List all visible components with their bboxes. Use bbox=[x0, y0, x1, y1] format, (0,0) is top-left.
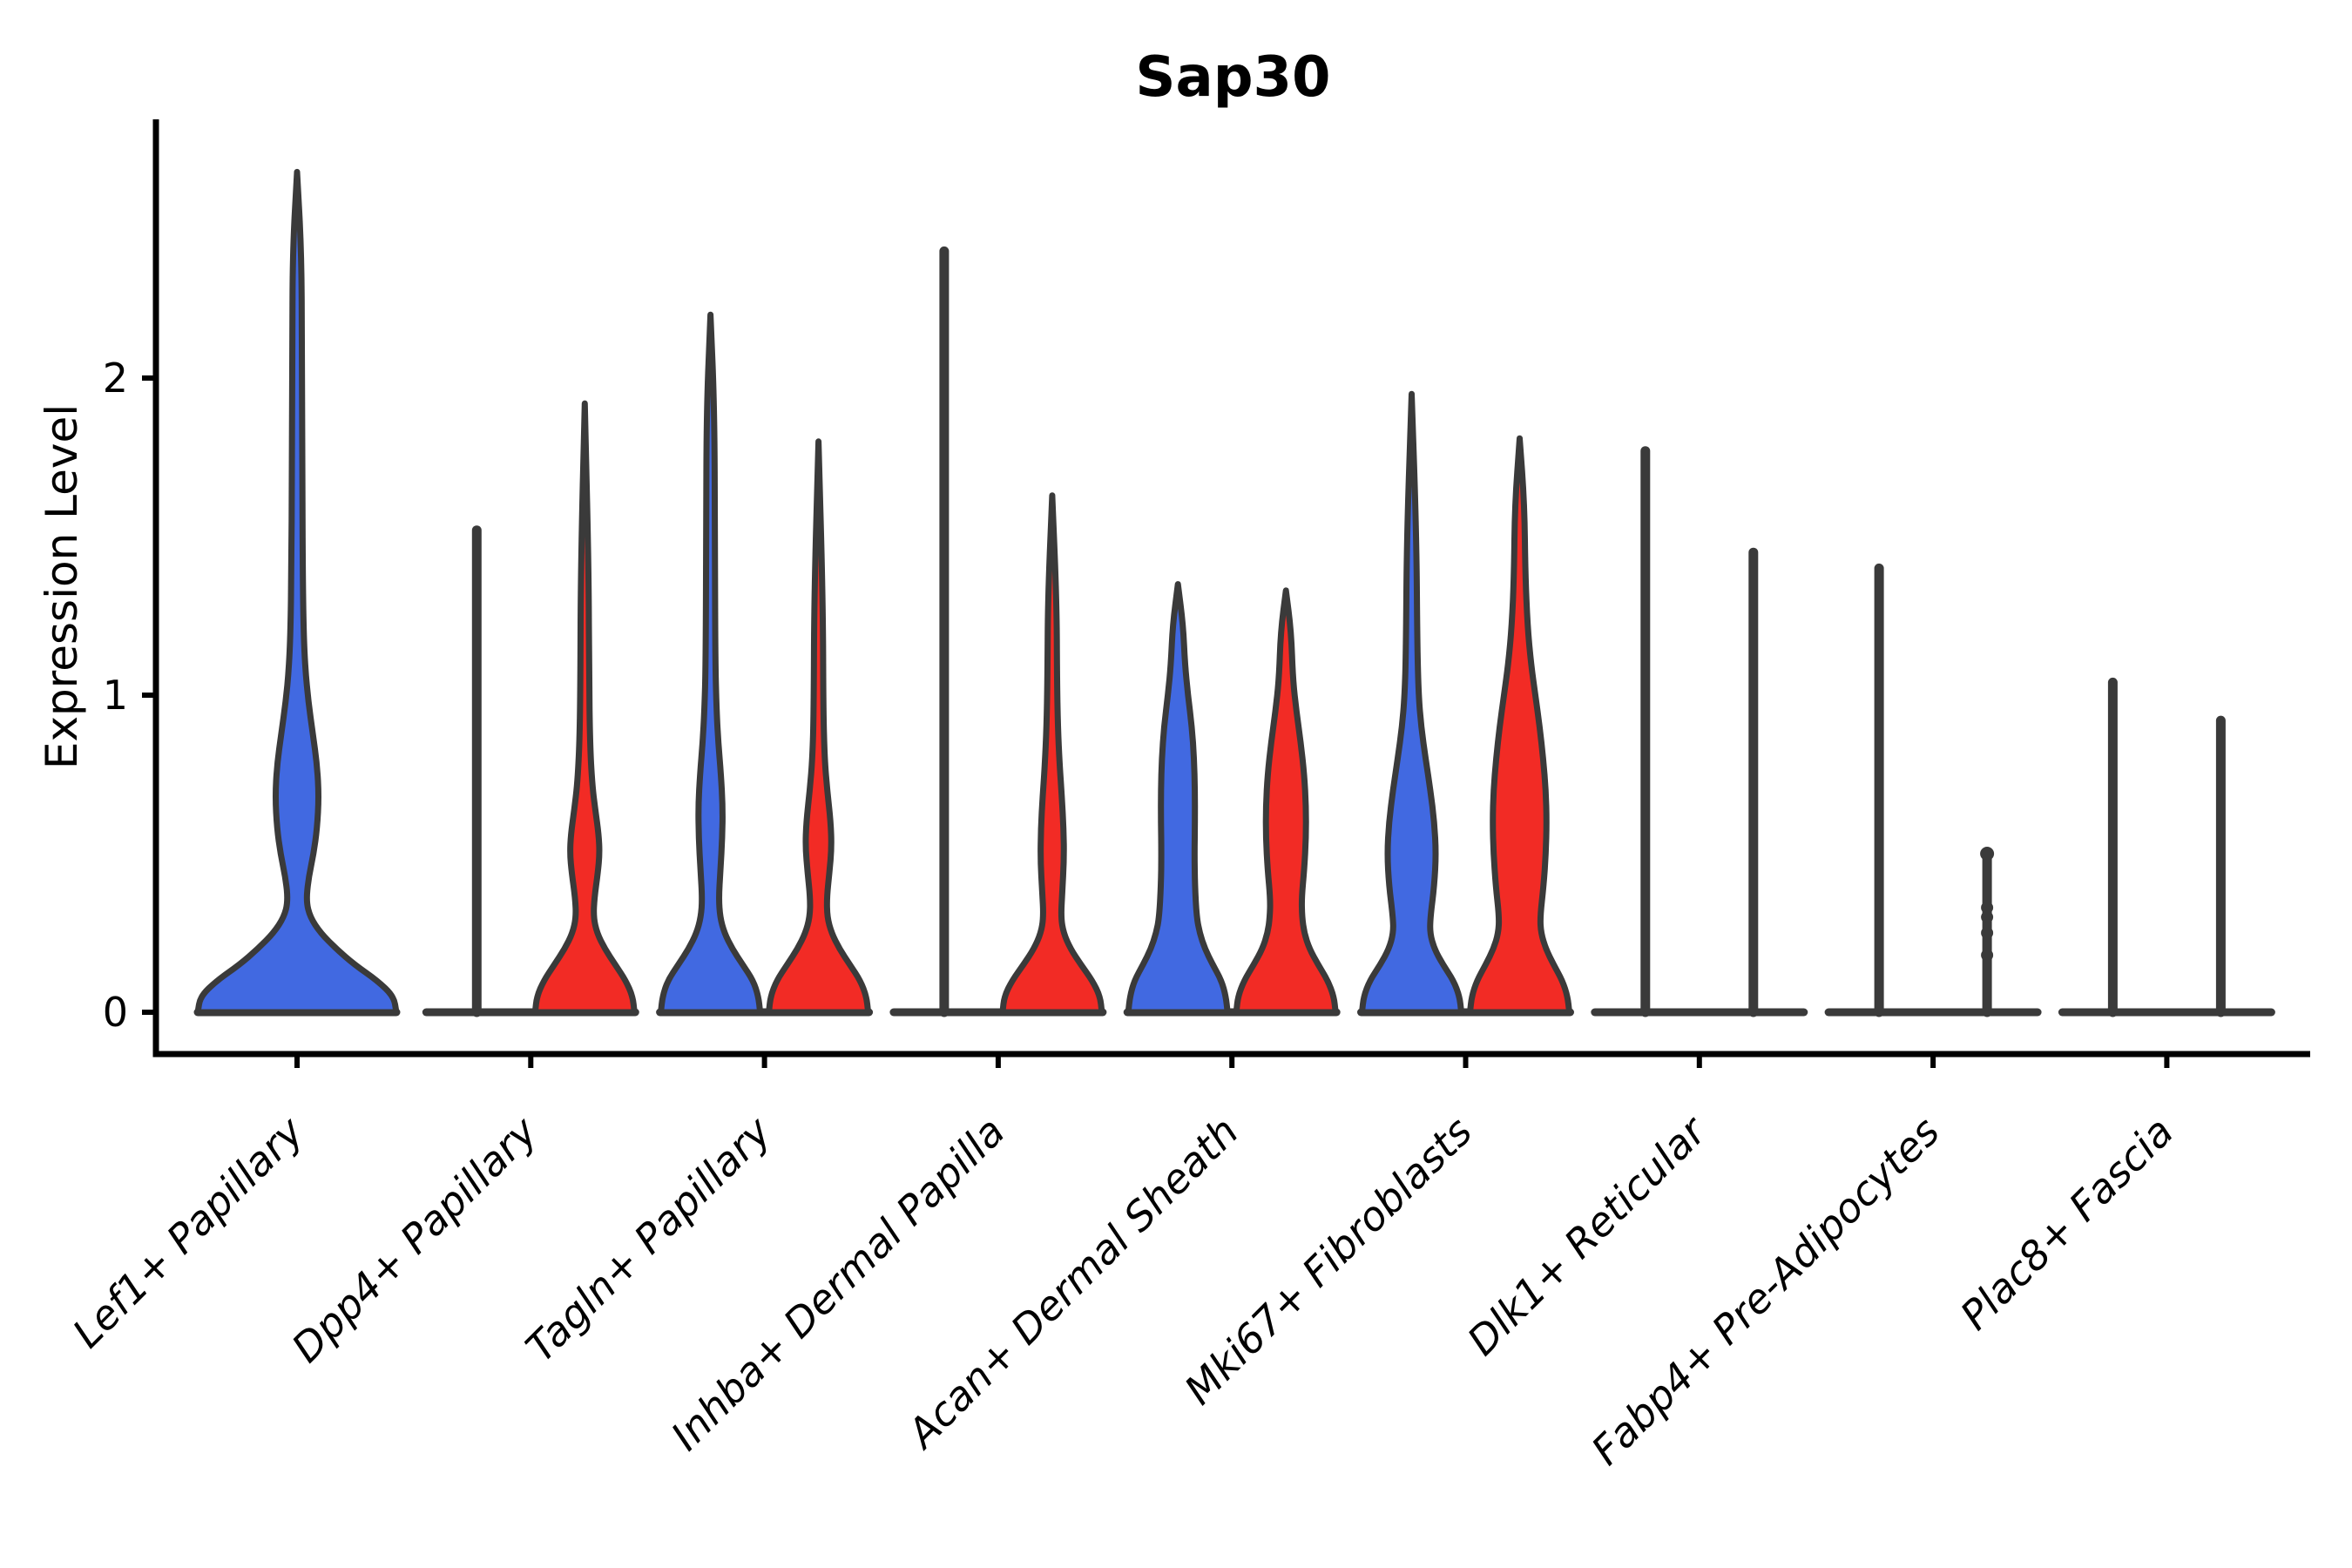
violin-body bbox=[766, 438, 872, 1016]
y-axis-label: Expression Level bbox=[37, 404, 87, 769]
axis-spines bbox=[152, 119, 2310, 1058]
y-tick-label: 1 bbox=[103, 672, 128, 719]
violin-body bbox=[194, 168, 400, 1016]
violin-body bbox=[1359, 390, 1464, 1016]
violin-body bbox=[999, 492, 1105, 1016]
violin-body bbox=[531, 400, 638, 1016]
outlier-point bbox=[1980, 847, 1995, 861]
y-axis: 0 1 2 bbox=[103, 355, 156, 1036]
outlier-point bbox=[1981, 901, 1994, 914]
violin-body bbox=[1125, 581, 1231, 1016]
violin-body bbox=[658, 311, 764, 1016]
violin-body bbox=[1467, 435, 1572, 1016]
outlier-point bbox=[1981, 910, 1994, 923]
violin-body bbox=[1233, 587, 1339, 1016]
y-tick-label: 2 bbox=[103, 355, 128, 402]
chart-title: Sap30 bbox=[1135, 45, 1330, 110]
outlier-point bbox=[1981, 949, 1994, 962]
y-tick-label: 0 bbox=[103, 989, 128, 1036]
violins bbox=[194, 168, 2226, 1017]
outlier-point bbox=[1981, 927, 1994, 939]
